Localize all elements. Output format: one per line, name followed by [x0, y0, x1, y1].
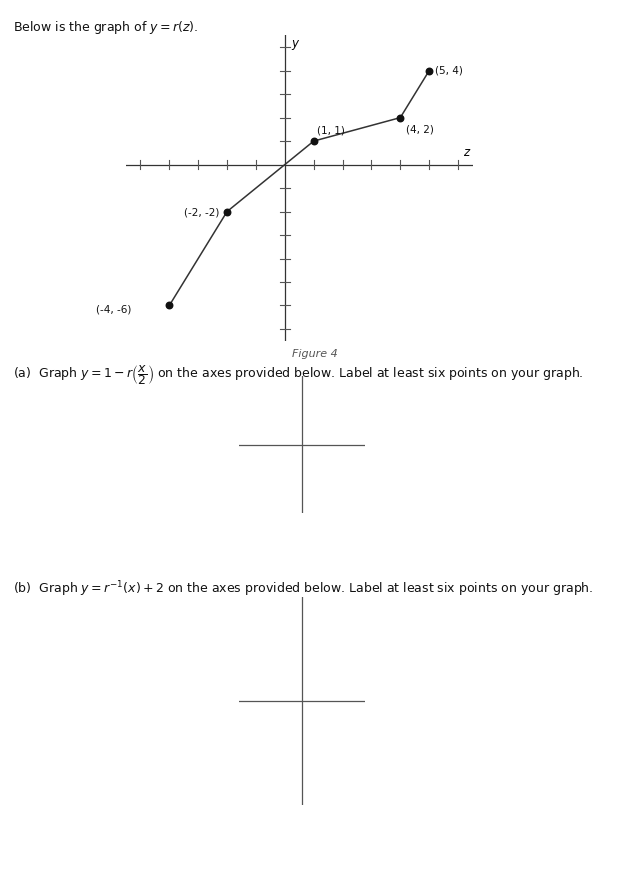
- Point: [395, 111, 405, 125]
- Text: (a)  Graph $y = 1 - r\left(\dfrac{x}{2}\right)$ on the axes provided below. Labe: (a) Graph $y = 1 - r\left(\dfrac{x}{2}\r…: [13, 363, 583, 387]
- Text: (5, 4): (5, 4): [435, 65, 463, 75]
- Text: (b)  Graph $y = r^{-1}(x) + 2$ on the axes provided below. Label at least six po: (b) Graph $y = r^{-1}(x) + 2$ on the axe…: [13, 580, 593, 599]
- Text: (4, 2): (4, 2): [406, 125, 434, 135]
- Text: $y$: $y$: [290, 38, 300, 51]
- Text: $z$: $z$: [462, 146, 471, 158]
- Text: (-4, -6): (-4, -6): [96, 304, 132, 314]
- Point: [309, 134, 319, 148]
- Point: [222, 204, 232, 219]
- Text: Figure 4: Figure 4: [292, 349, 338, 358]
- Text: (1, 1): (1, 1): [316, 126, 345, 135]
- Text: (-2, -2): (-2, -2): [185, 208, 220, 218]
- Point: [164, 298, 175, 312]
- Point: [424, 64, 434, 78]
- Text: Below is the graph of $y = r(z)$.: Below is the graph of $y = r(z)$.: [13, 19, 198, 36]
